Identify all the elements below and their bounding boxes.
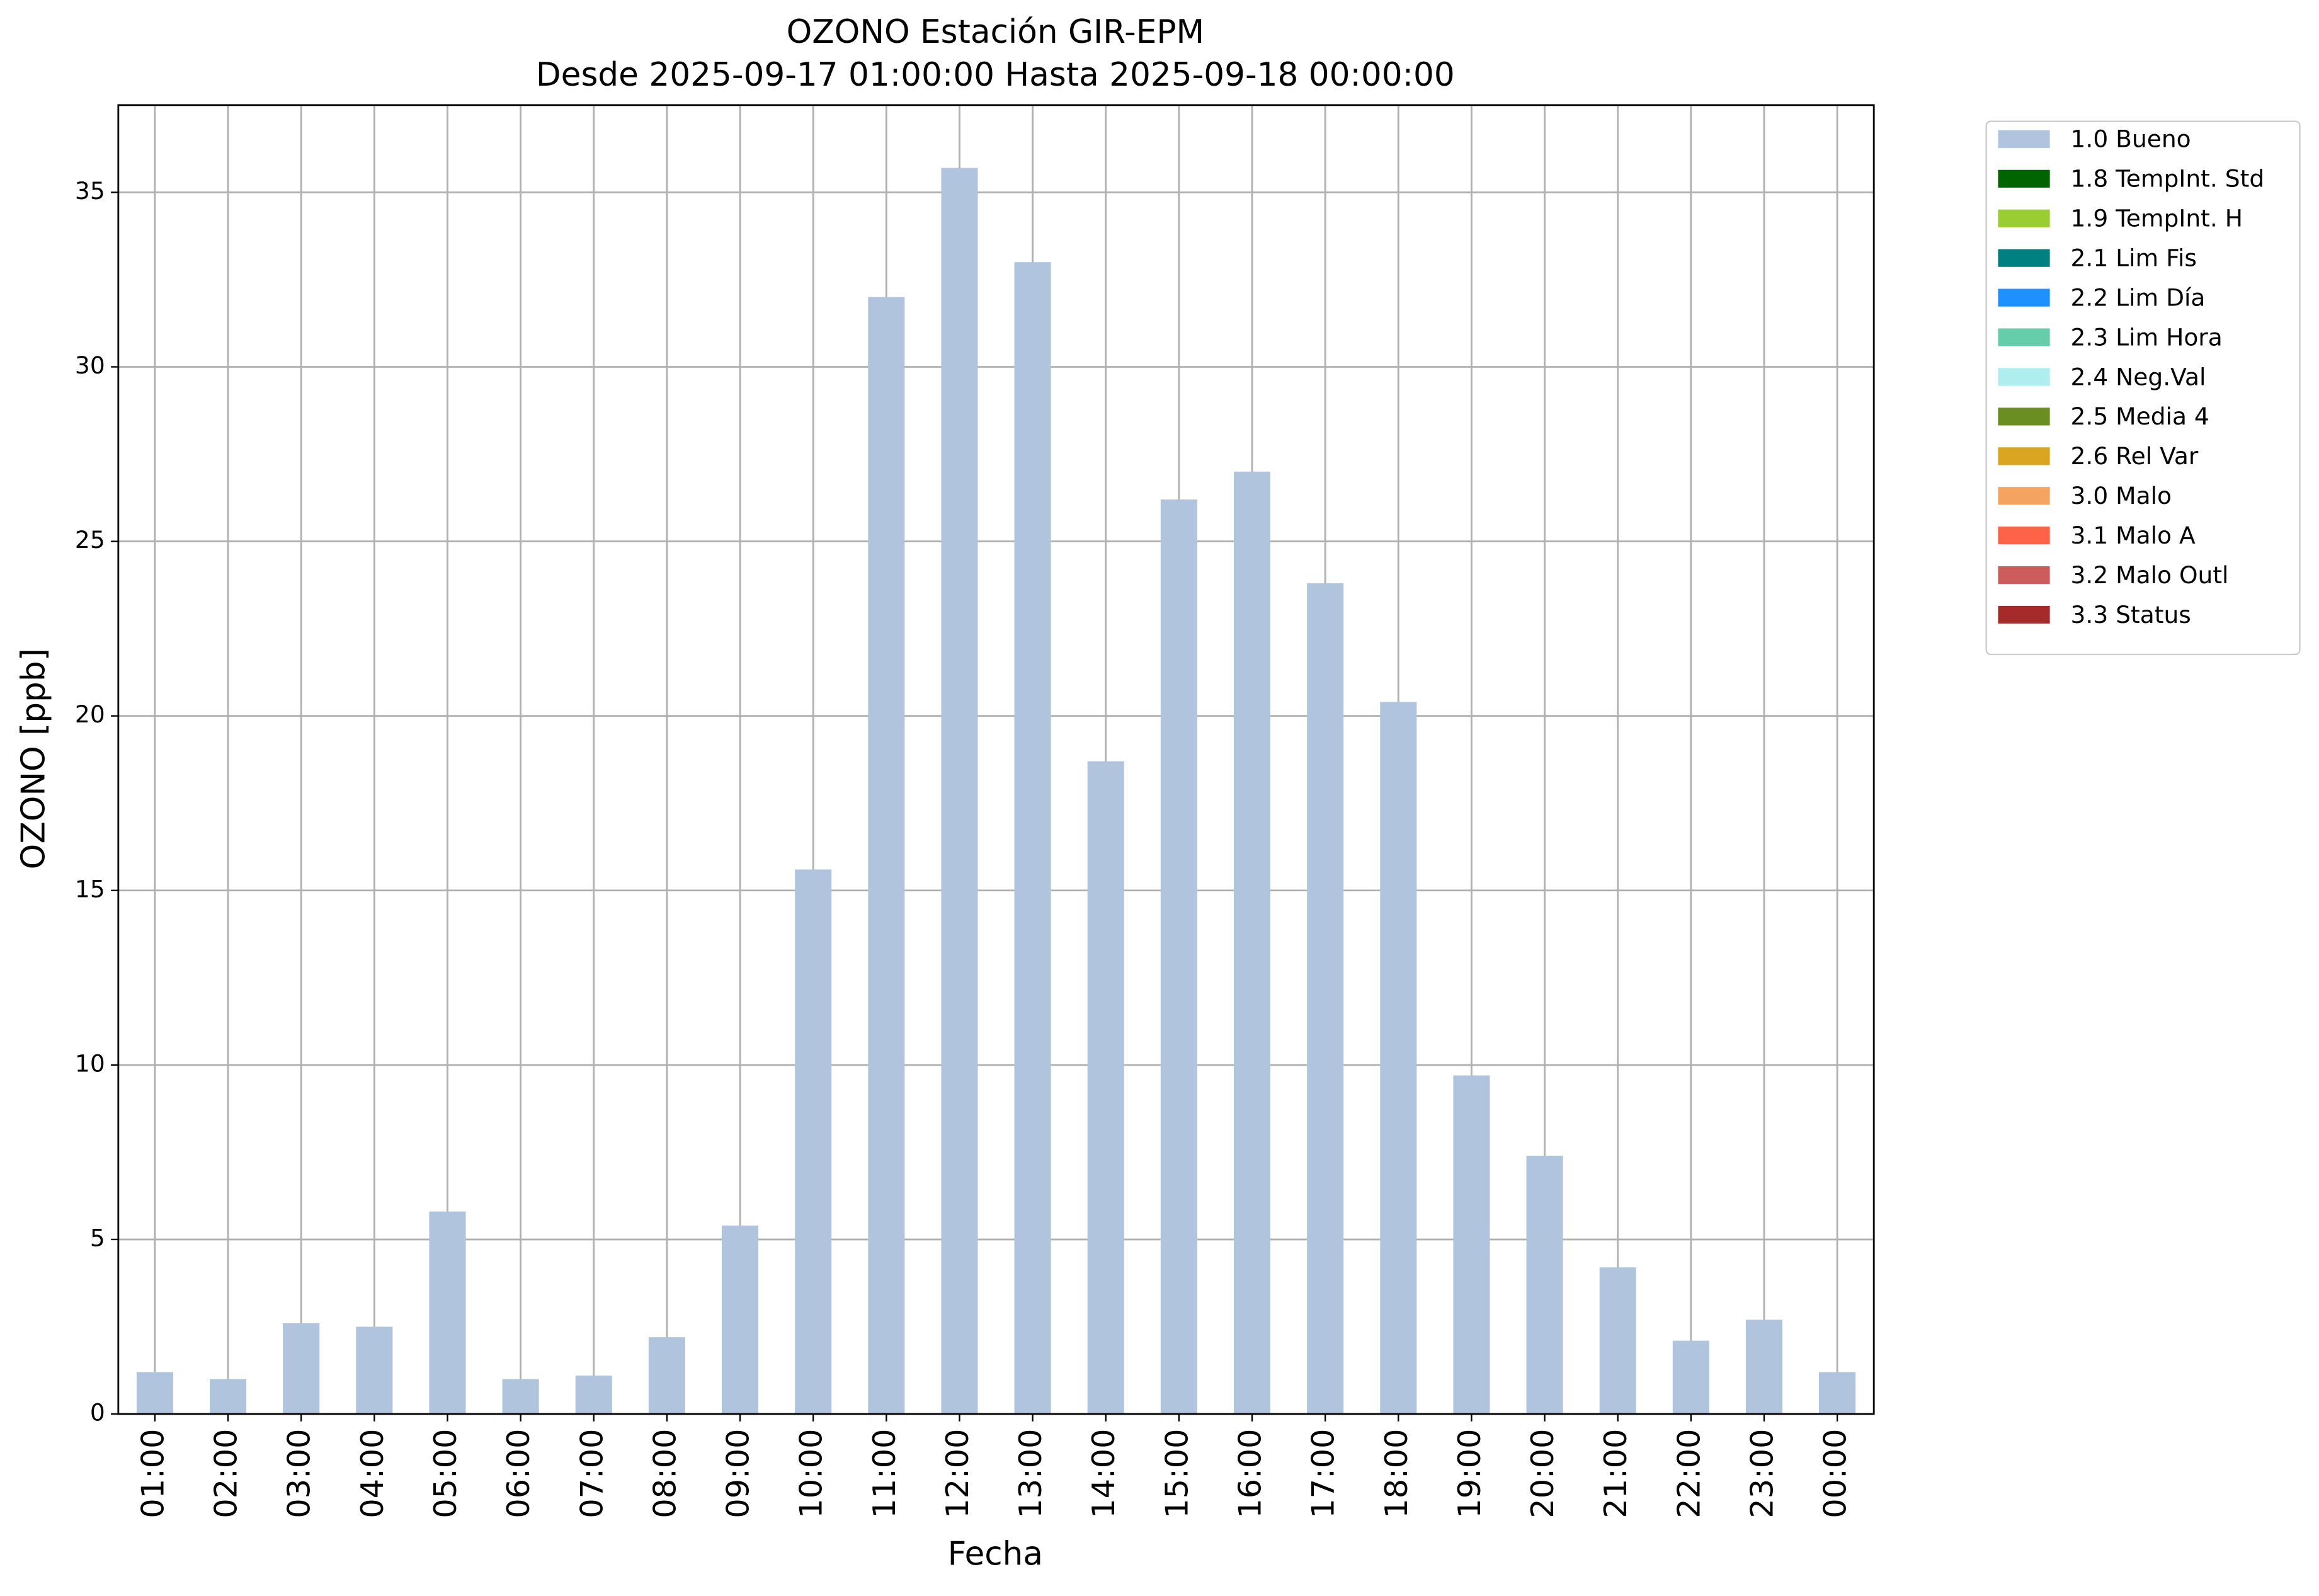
bar (575, 1376, 612, 1415)
x-tick-label: 04:00 (354, 1429, 390, 1519)
bar (941, 168, 978, 1415)
legend-label: 1.0 Bueno (2071, 125, 2191, 153)
bar (868, 297, 905, 1415)
legend-label: 3.1 Malo A (2071, 522, 2196, 549)
x-tick-label: 21:00 (1597, 1429, 1634, 1519)
x-tick-label: 19:00 (1451, 1429, 1488, 1519)
y-tick-label: 0 (90, 1399, 105, 1427)
x-tick-label: 13:00 (1012, 1429, 1049, 1519)
bar (1819, 1372, 1856, 1415)
bar (429, 1211, 466, 1415)
x-tick-label: 09:00 (720, 1429, 756, 1519)
legend-frame (1985, 120, 2301, 656)
legend-swatch (1998, 368, 2050, 386)
chart-title: OZONO Estación GIR-EPM (787, 13, 1204, 51)
legend-swatch (1998, 566, 2050, 584)
bar (1380, 702, 1417, 1415)
y-tick-label: 35 (75, 177, 105, 205)
bar (1453, 1075, 1490, 1415)
bar (648, 1337, 685, 1415)
legend-label: 3.0 Malo (2071, 482, 2172, 510)
bar (1307, 583, 1344, 1415)
bar (356, 1326, 393, 1415)
bar (1599, 1267, 1636, 1415)
axes: 0 5 10 15 20 25 30 35 01:00 02:00 03:00 04:00 05:00 0… (75, 104, 1875, 1519)
legend-swatch (1998, 328, 2050, 346)
legend-label: 1.9 TempInt. H (2071, 205, 2243, 232)
legend-swatch (1998, 130, 2050, 148)
x-tick-label: 01:00 (134, 1429, 171, 1519)
legend-label: 1.8 TempInt. Std (2071, 165, 2265, 193)
bar (283, 1323, 320, 1415)
x-tick-label: 22:00 (1670, 1429, 1707, 1519)
x-tick-label: 11:00 (866, 1429, 903, 1519)
legend-swatch (1998, 447, 2050, 465)
x-tick-label: 20:00 (1524, 1429, 1561, 1519)
y-tick-label: 30 (75, 351, 105, 379)
y-tick-label: 25 (75, 526, 105, 554)
bar (1087, 761, 1124, 1415)
y-axis-label: OZONO [ppb] (14, 648, 52, 869)
bar (795, 869, 832, 1415)
bar (1526, 1155, 1563, 1415)
x-tick-label: 00:00 (1817, 1429, 1854, 1519)
y-tick-label: 5 (90, 1224, 105, 1251)
legend-swatch (1998, 249, 2050, 267)
legend-swatch (1998, 605, 2050, 624)
y-tick-label: 10 (75, 1049, 105, 1077)
legend-label: 2.4 Neg.Val (2071, 363, 2206, 390)
bars (136, 168, 1856, 1415)
x-tick-label: 12:00 (939, 1429, 976, 1519)
x-tick-label: 16:00 (1232, 1429, 1268, 1519)
x-tick-label: 08:00 (646, 1429, 683, 1519)
x-tick-label: 14:00 (1085, 1429, 1122, 1519)
legend-label: 2.5 Media 4 (2071, 402, 2209, 430)
legend-label: 2.3 Lim Hora (2071, 323, 2223, 351)
bar (210, 1379, 247, 1415)
plot-frame (117, 104, 1875, 1415)
bar (1745, 1320, 1783, 1415)
legend-label: 3.2 Malo Outl (2071, 561, 2229, 589)
legend-swatch (1998, 487, 2050, 505)
bar (1160, 499, 1197, 1415)
legend-label: 2.6 Rel Var (2071, 442, 2199, 470)
legend-label: 2.2 Lim Día (2071, 283, 2206, 311)
x-tick-label: 23:00 (1743, 1429, 1780, 1519)
x-tick-label: 05:00 (427, 1429, 464, 1519)
bar (502, 1379, 539, 1415)
x-tick-label: 10:00 (793, 1429, 829, 1519)
legend-swatch (1998, 209, 2050, 227)
x-tick-label: 18:00 (1378, 1429, 1415, 1519)
legend-swatch (1998, 408, 2050, 426)
legend-label: 2.1 Lim Fis (2071, 244, 2197, 272)
legend: 1.0 Bueno 1.8 TempInt. Std 1.9 TempInt. H 2… (1985, 120, 2301, 656)
x-tick-label: 06:00 (500, 1429, 537, 1519)
x-tick-label: 03:00 (281, 1429, 317, 1519)
x-axis-label: Fecha (948, 1535, 1043, 1573)
legend-swatch (1998, 169, 2050, 188)
y-tick-label: 20 (75, 700, 105, 728)
bar (1672, 1340, 1709, 1415)
bar (722, 1225, 759, 1415)
y-tick-label: 15 (75, 875, 105, 903)
x-tick-label: 15:00 (1158, 1429, 1195, 1519)
bar (136, 1372, 173, 1415)
x-tick-label: 02:00 (208, 1429, 244, 1519)
bar (1014, 262, 1051, 1415)
x-tick-label: 07:00 (573, 1429, 610, 1519)
bar (1233, 471, 1271, 1415)
legend-label: 3.3 Status (2071, 601, 2191, 629)
x-tick-label: 17:00 (1305, 1429, 1342, 1519)
legend-swatch (1998, 288, 2050, 307)
legend-swatch (1998, 527, 2050, 545)
chart-subtitle: Desde 2025-09-17 01:00:00 Hasta 2025-09-… (536, 56, 1455, 94)
